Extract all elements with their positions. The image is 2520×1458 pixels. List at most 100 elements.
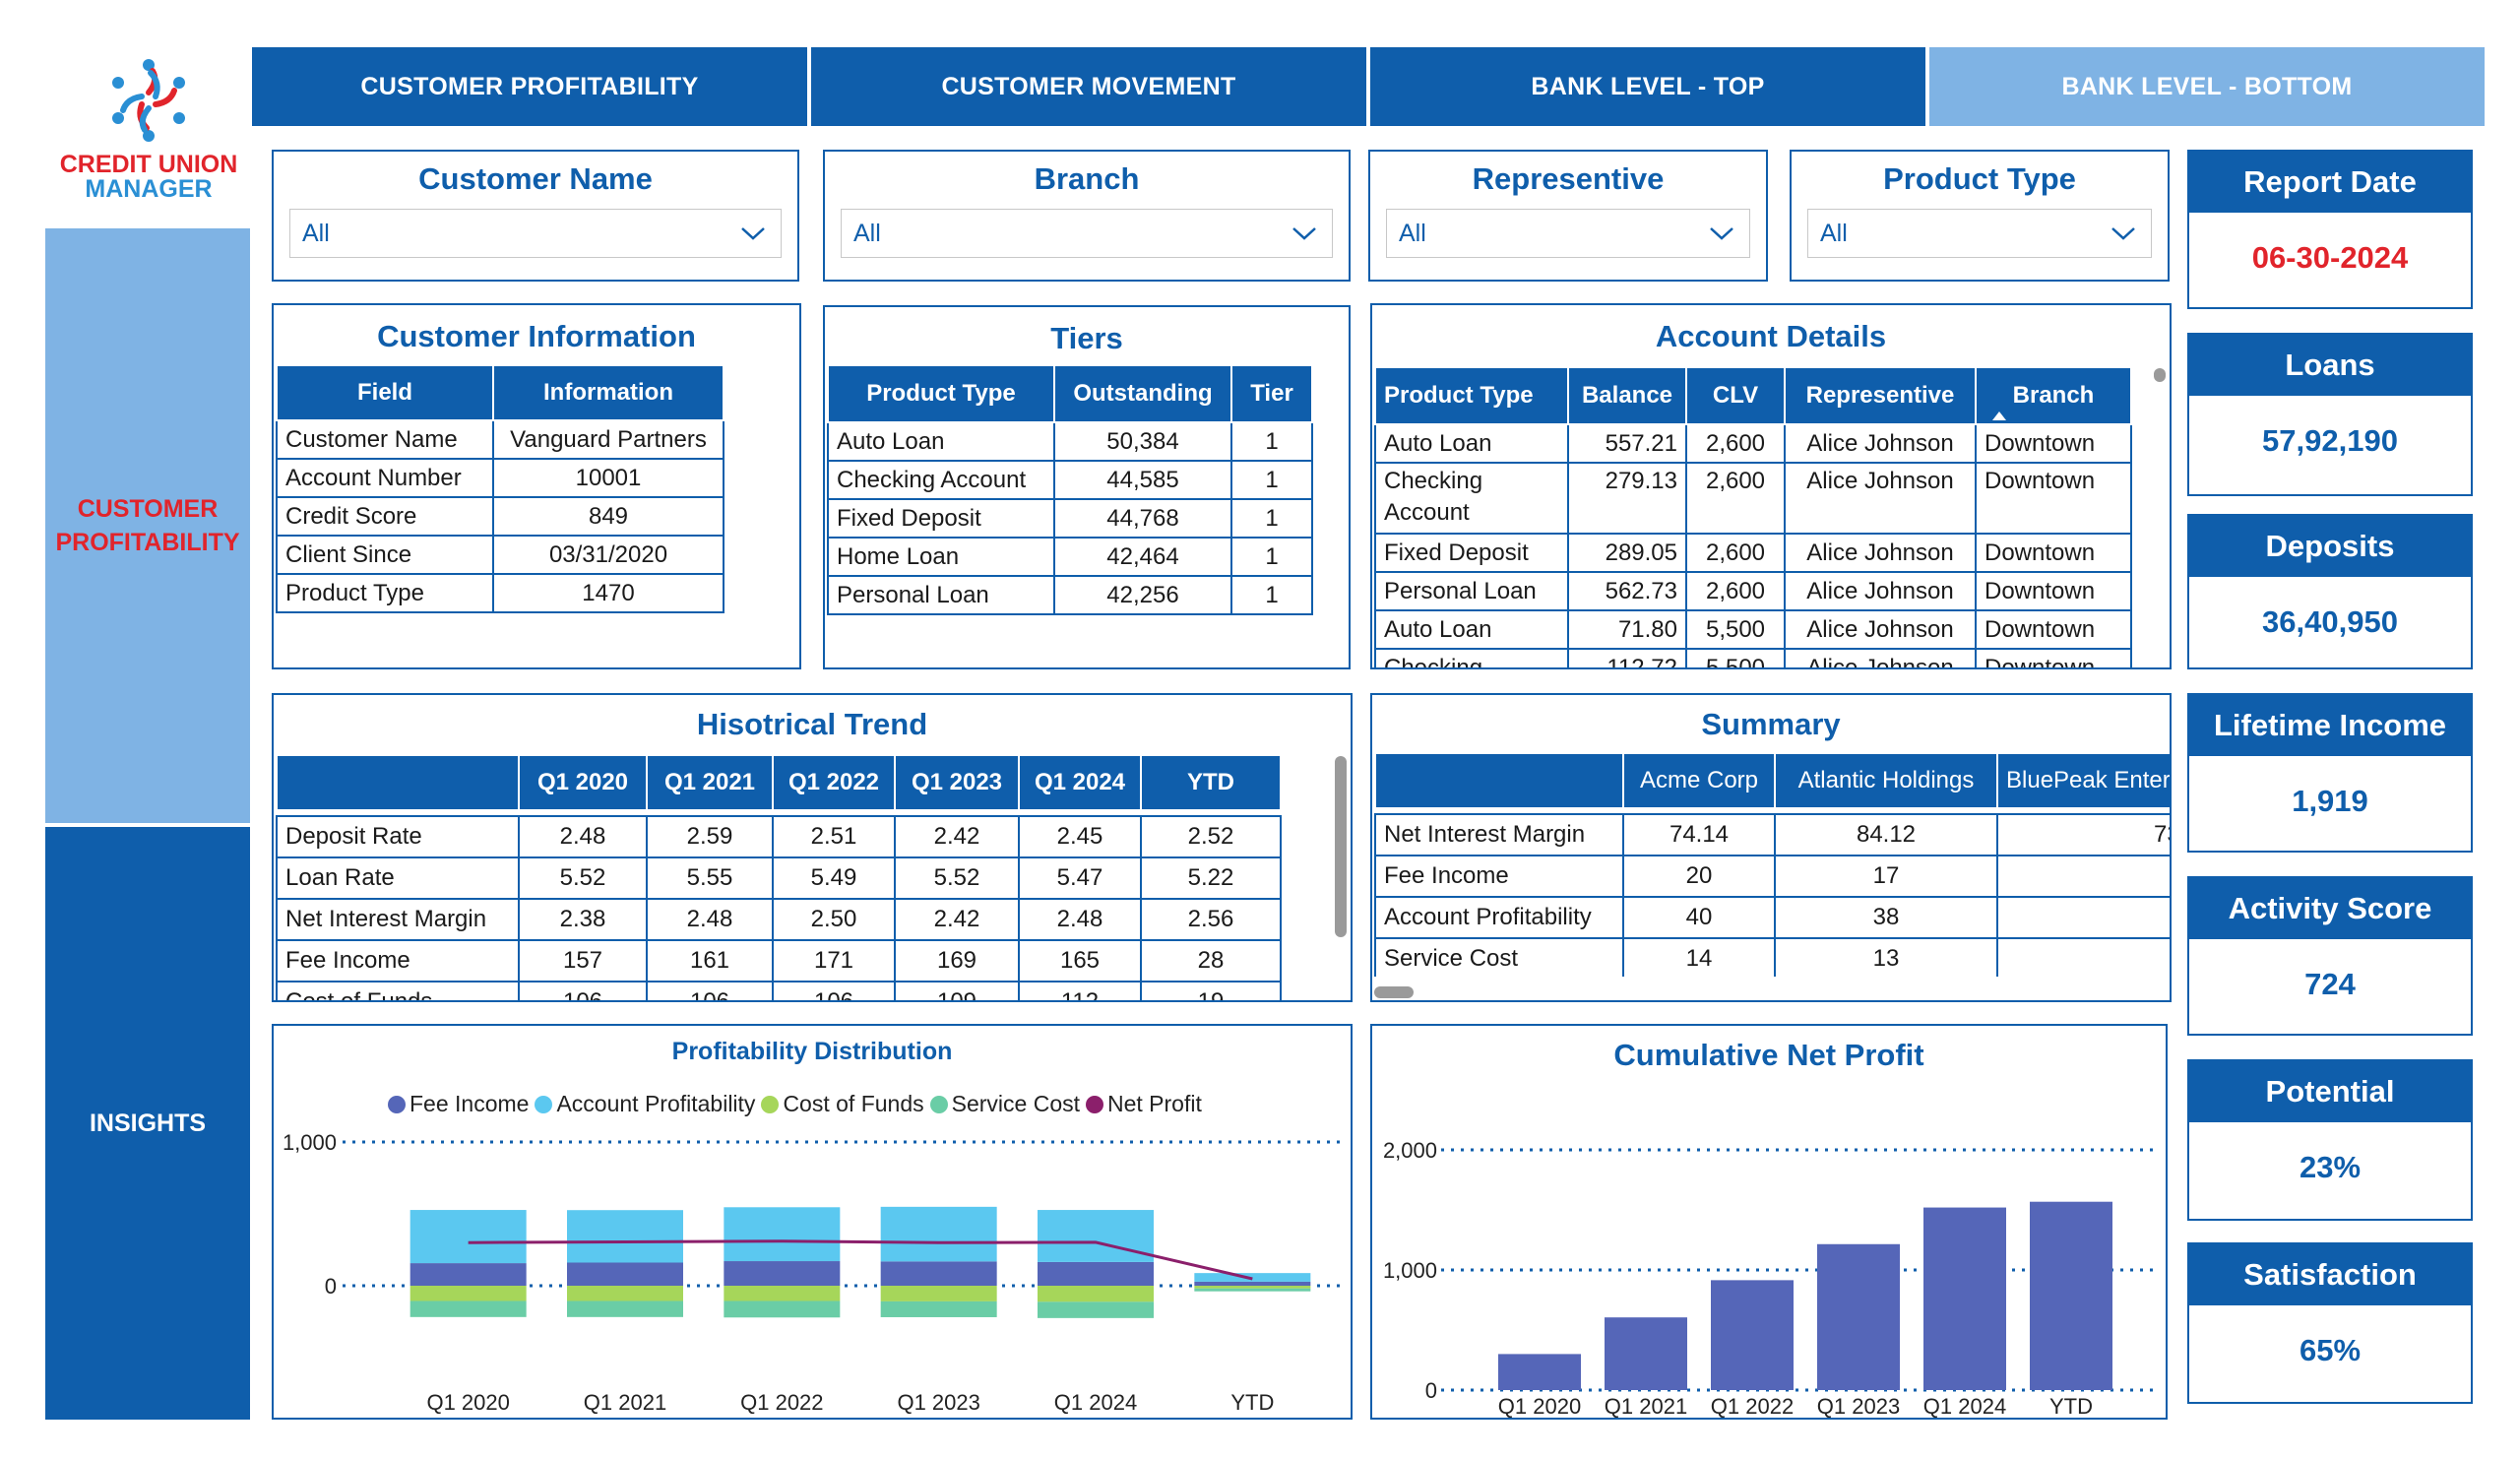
cell: Cost of Funds [276,981,520,1000]
summary-horizontal-scrollbar[interactable] [1374,986,1414,998]
x-tick-label: YTD [2049,1394,2093,1419]
bar-fee-income [1194,1281,1311,1286]
cell: 03/31/2020 [492,535,724,575]
x-tick-label: Q1 2022 [1711,1394,1794,1419]
cell: 165 [1018,939,1142,983]
legend-item[interactable]: Net Profit [1086,1091,1202,1117]
column-header [1374,752,1624,809]
cell: 1 [1230,575,1313,615]
cell: 2.42 [894,815,1020,858]
cell: 2.51 [772,815,896,858]
legend-item[interactable]: Service Cost [929,1091,1080,1117]
side-nav-insights[interactable]: INSIGHTS [45,827,250,1420]
side-nav-customer-profitability[interactable]: CUSTOMER PROFITABILITY [45,228,250,823]
legend-label: Service Cost [951,1091,1080,1116]
legend-item[interactable]: Cost of Funds [761,1091,924,1117]
cell: Customer Name [276,419,494,460]
slicer-title: Customer Name [418,161,653,196]
tab-bank-level-bottom[interactable]: BANK LEVEL - BOTTOM [1929,47,2485,126]
customer-information-panel: Customer Information Field Information C… [272,303,801,669]
product-type-dropdown[interactable]: All [1807,209,2152,258]
cell: 5.52 [518,856,648,900]
slicer-product-type: Product Type All [1790,150,2170,282]
column-header: Atlantic Holdings [1774,752,1998,809]
column-header: Q1 2022 [772,754,896,811]
table-row: Auto Loan 71.80 5,500 Alice Johnson Downtown [1374,609,2132,650]
kpi-value: 36,40,950 [2262,604,2398,639]
logo-text-manager: MANAGER [85,175,213,203]
cell: Downtown [1975,609,2132,650]
cell: 169 [894,939,1020,983]
slicer-customer-name: Customer Name All [272,150,799,282]
cell: 1 [1230,537,1313,577]
historical-trend-scrollbar[interactable] [1335,756,1347,937]
branch-dropdown[interactable]: All [841,209,1333,258]
cell: Deposit Rate [276,815,520,858]
cell: 44,768 [1053,498,1232,539]
kpi-label: Deposits [2189,516,2471,577]
x-tick-label: Q1 2021 [1605,1394,1687,1419]
cell: 1 [1230,460,1313,500]
cell: 2.52 [1140,815,1282,858]
historical-trend-panel: Hisotrical Trend Q1 2020 Q1 2021 Q1 2022… [272,693,1353,1002]
column-header: Product Type [827,364,1055,423]
representive-dropdown[interactable]: All [1386,209,1750,258]
column-header: Representive [1784,366,1977,425]
cell: 5.22 [1140,856,1282,900]
cell: 38 [1774,896,1998,939]
summary-scroll-area[interactable]: Acme Corp Atlantic Holdings BluePeak Ent… [1374,752,2170,977]
cell: 5.55 [646,856,774,900]
kpi-label: Activity Score [2189,878,2471,939]
bar-fee-income [567,1262,683,1286]
cell: 73.22 [1996,813,2170,856]
tab-customer-movement[interactable]: CUSTOMER MOVEMENT [811,47,1366,126]
legend-item[interactable]: Fee Income [388,1091,529,1117]
panel-title: Summary [1701,707,1841,741]
bar-service-cost [410,1300,527,1317]
bar-cost-of-funds [724,1286,841,1301]
table-row: Fee Income 157 161 171 169 165 28 [276,939,1282,983]
column-header: Outstanding [1053,364,1232,423]
branch-sort-header[interactable]: Branch [1975,366,2132,425]
dropdown-value: All [302,219,330,247]
side-nav-label: CUSTOMER PROFITABILITY [55,495,240,556]
historical-trend-scroll-area[interactable]: Q1 2020 Q1 2021 Q1 2022 Q1 2023 Q1 2024 … [276,754,1290,1000]
bar-fee-income [724,1261,841,1286]
customer-name-dropdown[interactable]: All [289,209,782,258]
logo-text-credit-union: CREDIT UNION [59,151,238,178]
bar-cost-of-funds [410,1286,527,1301]
tab-label: CUSTOMER PROFITABILITY [360,72,699,100]
kpi-activity-score: Activity Score 724 [2187,876,2473,1036]
tiers-table: Product Type Outstanding Tier Auto Loan 5… [827,364,1313,615]
tab-bank-level-top[interactable]: BANK LEVEL - TOP [1370,47,1925,126]
cell: Checking [1374,648,1569,667]
kpi-report-date: Report Date 06-30-2024 [2187,150,2473,309]
line-net-profit [468,1239,1253,1281]
legend-item[interactable]: Account Profitability [535,1091,755,1117]
column-header: Q1 2020 [518,754,648,811]
legend-marker-icon [929,1095,948,1113]
cell: 562.73 [1567,571,1687,611]
chevron-down-icon [2111,227,2135,240]
cell: Downtown [1975,423,2132,464]
bar-account-profitability [567,1210,683,1263]
cell: Checking Account [1374,462,1569,535]
cell: Loan Rate [276,856,520,900]
cell: 2.56 [1140,898,1282,941]
table-row: Loan Rate 5.52 5.55 5.49 5.52 5.47 5.22 [276,856,1282,900]
column-header: YTD [1140,754,1282,811]
column-header-label: Branch [2012,382,2095,409]
cell: Downtown [1975,533,2132,573]
account-details-scrollbar[interactable] [2154,368,2166,382]
bar-account-profitability [724,1207,841,1262]
cell: Checking Account [827,460,1055,500]
cell: 1 [1230,421,1313,462]
cell: Client Since [276,535,494,575]
kpi-lifetime-income: Lifetime Income 1,919 [2187,693,2473,853]
x-tick-label: Q1 2020 [426,1390,509,1415]
kpi-value: 65% [2299,1333,2362,1367]
kpi-value: 724 [2304,967,2356,1001]
tab-customer-profitability[interactable]: CUSTOMER PROFITABILITY [252,47,807,126]
account-details-scroll-area[interactable]: Product Type Balance CLV Representive Br… [1374,366,2132,667]
chevron-down-icon [741,227,765,240]
